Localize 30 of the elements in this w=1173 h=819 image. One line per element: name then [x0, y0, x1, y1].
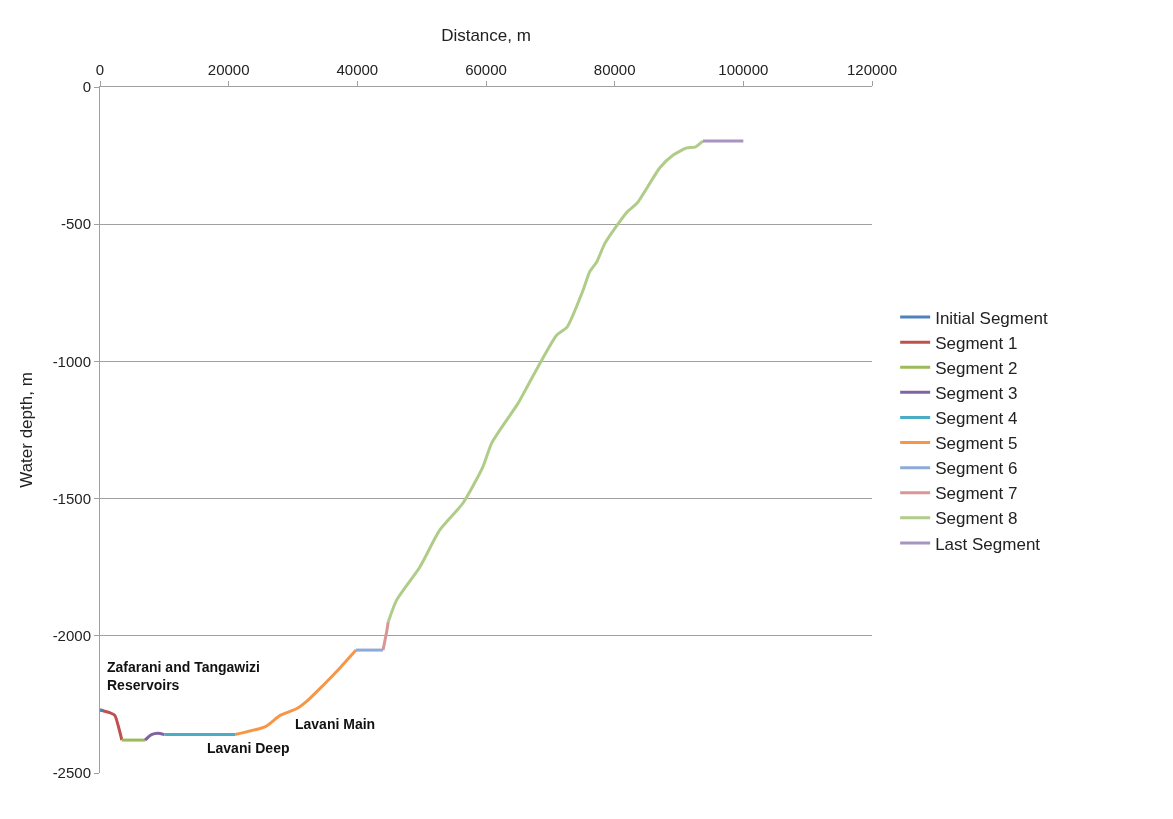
legend-label: Initial Segment [935, 308, 1048, 328]
legend-label: Segment 8 [935, 509, 1018, 529]
line-series [386, 139, 705, 624]
legend-label: Segment 1 [935, 333, 1018, 353]
annotation: Lavani Deep [207, 740, 290, 756]
x-tick-label: 120000 [846, 61, 898, 78]
y-tick-label: -2000 [52, 627, 91, 645]
x-tick-label: 60000 [465, 61, 507, 78]
legend-label: Segment 3 [935, 383, 1018, 403]
x-axis-title: Distance, m [441, 25, 531, 45]
legend-label: Segment 2 [935, 358, 1018, 378]
legend-label: Last Segment [935, 534, 1041, 554]
annotation: Lavani Main [295, 716, 376, 732]
x-tick-label: 0 [95, 61, 105, 78]
y-tick-label: -1500 [52, 489, 91, 507]
y-axis-title: Water depth, m [17, 372, 37, 488]
x-tick-label: 100000 [718, 61, 769, 78]
legend-label: Segment 5 [935, 434, 1018, 454]
legend-label: Segment 7 [935, 484, 1018, 504]
y-tick-label: -500 [60, 215, 91, 233]
y-tick-label: 0 [82, 78, 91, 96]
legend-label: Segment 6 [935, 459, 1018, 479]
x-tick-label: 20000 [207, 61, 250, 78]
annotation: Zafarani and Tangawizi Reservoirs [107, 659, 260, 694]
y-tick-label: -2500 [52, 764, 91, 782]
x-tick-label: 80000 [593, 61, 636, 78]
y-tick-label: -1000 [52, 352, 91, 370]
line-series [100, 708, 124, 742]
x-tick-label: 40000 [336, 61, 379, 78]
legend-label: Segment 4 [935, 409, 1018, 429]
